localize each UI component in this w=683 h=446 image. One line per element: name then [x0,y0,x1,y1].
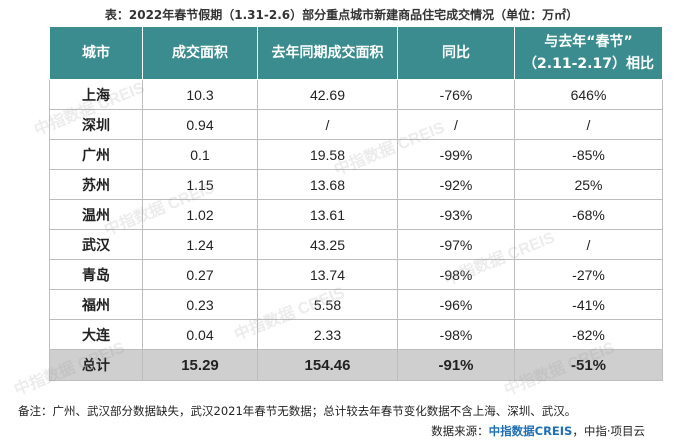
cell-city: 大连 [49,319,143,350]
table-row: 福州 0.23 5.58 -96% -41% [49,289,663,320]
cell-yoy: -96% [397,289,515,320]
data-source: 数据来源：中指数据CREIS，中指·项目云 [431,423,645,439]
table-row: 苏州 1.15 13.68 -92% 25% [49,169,663,200]
cell-last-year-area: / [257,109,398,140]
cell-area: 10.3 [142,79,258,110]
table-row: 温州 1.02 13.61 -93% -68% [49,199,663,230]
cell-yoy: -97% [397,229,515,260]
total-cell-last-year-area: 154.46 [257,349,398,381]
table-row: 武汉 1.24 43.25 -97% / [49,229,663,260]
table-row: 广州 0.1 19.58 -99% -85% [49,139,663,170]
table-row: 青岛 0.27 13.74 -98% -27% [49,259,663,290]
table-row: 深圳 0.94// / [49,109,663,140]
cell-yoy: / [397,109,515,140]
source-brand: 中指数据CREIS [488,424,573,438]
table-title: 表：2022年春节假期（1.31-2.6）部分重点城市新建商品住宅成交情况（单位… [104,8,579,22]
cell-vs-last-spring: -68% [514,199,663,230]
cell-vs-last-spring: 25% [514,169,663,200]
data-table: 城市 成交面积 去年同期成交面积 同比 与去年“春节” （2.11-2.17）相… [49,26,663,381]
cell-area: 0.23 [142,289,258,320]
cell-city: 青岛 [49,259,143,290]
cell-yoy: -76% [397,79,515,110]
total-cell-city: 总计 [49,349,143,381]
cell-last-year-area: 5.58 [257,289,398,320]
cell-area: 1.02 [142,199,258,230]
cell-vs-last-spring: 646% [514,79,663,110]
header-row: 城市 成交面积 去年同期成交面积 同比 与去年“春节” （2.11-2.17）相… [49,26,663,80]
cell-area: 1.24 [142,229,258,260]
cell-area: 0.27 [142,259,258,290]
cell-area: 0.94 [142,109,258,140]
cell-vs-last-spring: -85% [514,139,663,170]
cell-vs-last-spring: / [514,109,663,140]
cell-last-year-area: 13.68 [257,169,398,200]
cell-city: 深圳 [49,109,143,140]
cell-city: 武汉 [49,229,143,260]
header-vs-last-spring-line1: 与去年“春节” [544,34,633,50]
total-cell-yoy: -91% [397,349,515,381]
footnote: 备注：广州、武汉部分数据缺失，武汉2021年春节无数据；总计较去年春节变化数据不… [18,404,577,418]
cell-vs-last-spring: -82% [514,319,663,350]
cell-vs-last-spring: -41% [514,289,663,320]
cell-last-year-area: 13.61 [257,199,398,230]
cell-yoy: -93% [397,199,515,230]
header-vs-last-spring-line2: （2.11-2.17）相比 [523,56,654,72]
cell-vs-last-spring: -27% [514,259,663,290]
cell-city: 福州 [49,289,143,320]
header-area: 成交面积 [142,26,258,80]
source-suffix: ，中指·项目云 [572,424,645,438]
cell-last-year-area: 42.69 [257,79,398,110]
cell-city: 广州 [49,139,143,170]
header-vs-last-spring: 与去年“春节” （2.11-2.17）相比 [514,26,663,80]
header-city: 城市 [49,26,143,80]
cell-area: 1.15 [142,169,258,200]
cell-area: 0.04 [142,319,258,350]
cell-city: 温州 [49,199,143,230]
total-cell-vs-last-spring: -51% [514,349,663,381]
cell-last-year-area: 2.33 [257,319,398,350]
cell-last-year-area: 19.58 [257,139,398,170]
header-last-year-area: 去年同期成交面积 [257,26,398,80]
total-row: 总计 15.29 154.46 -91% -51% [49,349,663,381]
table-row: 上海 10.3 42.69 -76% 646% [49,79,663,110]
cell-yoy: -99% [397,139,515,170]
cell-vs-last-spring: / [514,229,663,260]
total-cell-area: 15.29 [142,349,258,381]
cell-area: 0.1 [142,139,258,170]
cell-last-year-area: 43.25 [257,229,398,260]
header-yoy: 同比 [397,26,515,80]
cell-yoy: -92% [397,169,515,200]
cell-yoy: -98% [397,259,515,290]
table-body: 上海 10.3 42.69 -76% 646% 深圳 0.94// / 广州 0.1 19.58 -9… [49,79,663,381]
cell-last-year-area: 13.74 [257,259,398,290]
cell-city: 上海 [49,79,143,110]
cell-yoy: -98% [397,319,515,350]
cell-city: 苏州 [49,169,143,200]
table-row: 大连 0.04 2.33 -98% -82% [49,319,663,350]
source-prefix: 数据来源： [431,424,489,438]
